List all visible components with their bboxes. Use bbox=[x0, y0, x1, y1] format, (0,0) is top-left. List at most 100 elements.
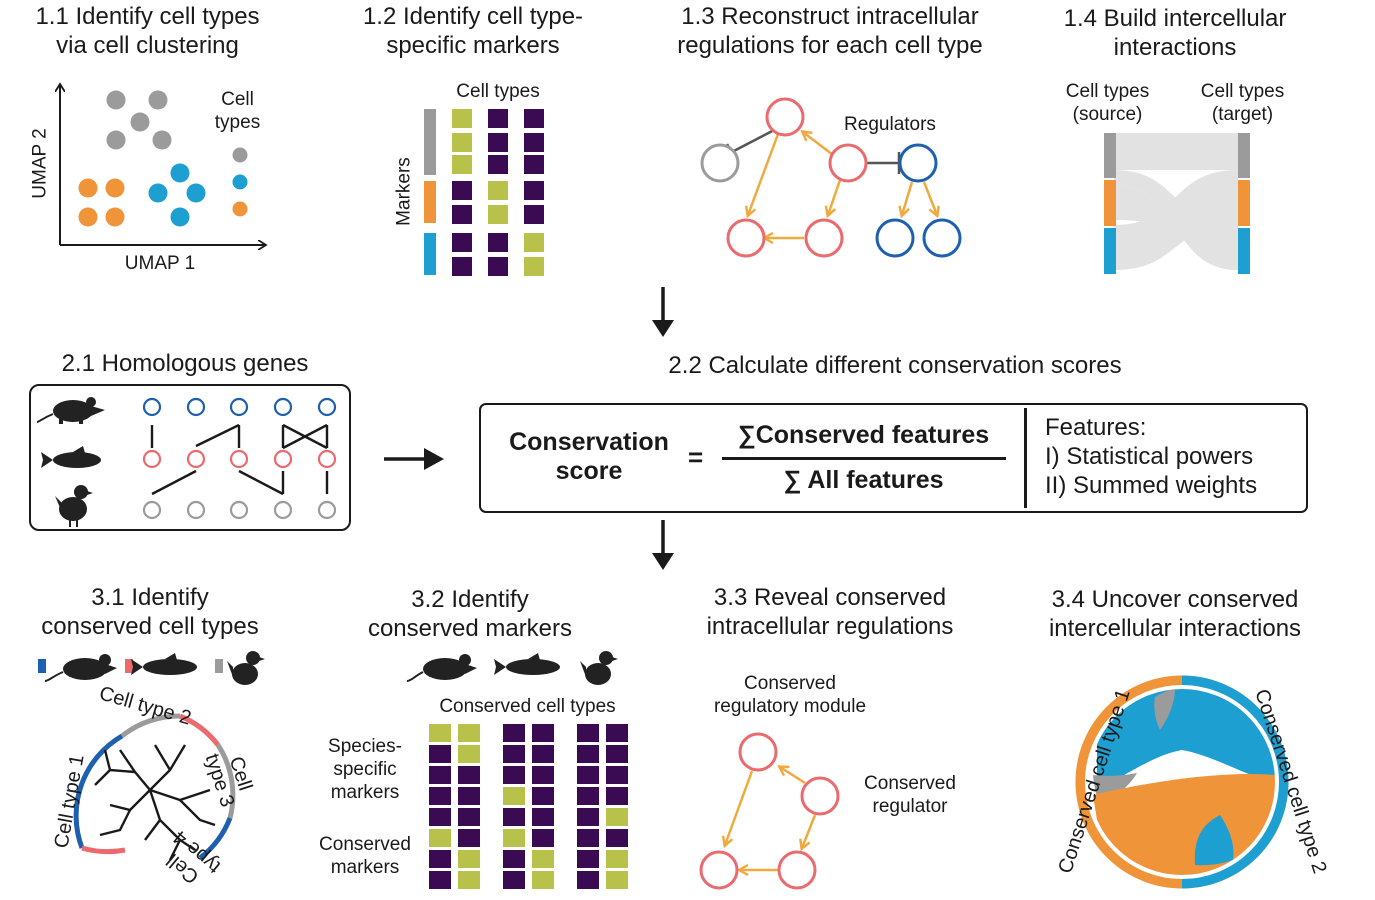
marker-cell bbox=[452, 205, 472, 224]
conserved-marker-cell bbox=[458, 724, 480, 742]
marker-cell bbox=[524, 109, 544, 128]
phylogenetic-tree bbox=[73, 713, 236, 861]
marker-cell bbox=[452, 257, 472, 276]
score-divider bbox=[1024, 408, 1027, 508]
conserved-marker-cell bbox=[532, 829, 554, 847]
marker-grid bbox=[424, 109, 544, 276]
title-2-1: 2.1 Homologous genes bbox=[61, 350, 309, 377]
title-3-4: 3.4 Uncover conserved intercellular inte… bbox=[1048, 586, 1302, 642]
homologous-genes-box bbox=[29, 384, 351, 531]
conserved-marker-cell bbox=[429, 829, 451, 847]
chicken-icon bbox=[55, 485, 93, 527]
conserved-marker-cell bbox=[458, 787, 480, 805]
marker-cell bbox=[452, 133, 472, 152]
conserved-marker-cell bbox=[532, 871, 554, 889]
conserved-marker-cell bbox=[577, 829, 599, 847]
marker-cell bbox=[524, 257, 544, 276]
marker-cell bbox=[452, 155, 472, 174]
marker-cell bbox=[488, 181, 508, 200]
conserved-cell-types-label: Conserved cell types bbox=[439, 696, 616, 717]
conserved-marker-cell bbox=[503, 724, 525, 742]
conserved-marker-cell bbox=[503, 871, 525, 889]
conserved-marker-cell bbox=[458, 829, 480, 847]
conserved-marker-cell bbox=[429, 871, 451, 889]
conserved-marker-cell bbox=[577, 850, 599, 868]
source-label: Cell types (source) bbox=[1065, 81, 1150, 125]
marker-grid-col-label: Cell types bbox=[456, 81, 540, 102]
conserved-marker-cell bbox=[532, 745, 554, 763]
blue-cluster bbox=[148, 163, 206, 227]
down-arrow-bottom bbox=[652, 520, 674, 570]
conserved-marker-cell bbox=[532, 808, 554, 826]
fraction-denominator: ∑ All features bbox=[783, 466, 944, 494]
conserved-marker-cell bbox=[606, 787, 628, 805]
down-arrow-top bbox=[652, 287, 674, 337]
conserved-marker-cell bbox=[606, 745, 628, 763]
conserved-marker-cell bbox=[532, 766, 554, 784]
conserved-marker-cell bbox=[532, 724, 554, 742]
target-label: Cell types (target) bbox=[1200, 81, 1285, 125]
conserved-marker-cell bbox=[429, 850, 451, 868]
umap-plot bbox=[20, 80, 280, 280]
conserved-regulator-label: Conserved regulator bbox=[864, 773, 956, 817]
species-row-3-1 bbox=[38, 651, 265, 685]
equals-sign: = bbox=[688, 442, 704, 472]
chord-diagram bbox=[1075, 675, 1289, 889]
conserved-marker-cell bbox=[503, 808, 525, 826]
marker-cell bbox=[524, 181, 544, 200]
homologous-genes-graph bbox=[36, 397, 337, 527]
title-1-4: 1.4 Build intercellular interactions bbox=[1063, 5, 1287, 61]
conserved-marker-cell bbox=[606, 808, 628, 826]
title-1-3: 1.3 Reconstruct intracellular regulation… bbox=[677, 3, 983, 59]
marker-cell bbox=[524, 233, 544, 252]
features-title: Features: bbox=[1045, 414, 1147, 441]
conservation-score-box bbox=[479, 403, 1308, 513]
regulatory-network bbox=[700, 97, 962, 258]
marker-cell bbox=[488, 133, 508, 152]
marker-cell bbox=[524, 155, 544, 174]
conserved-module-label: Conserved regulatory module bbox=[713, 673, 867, 717]
marker-cell bbox=[452, 181, 472, 200]
conserved-markers-label: Conserved markers bbox=[319, 834, 411, 878]
umap-legend-label: Cell types bbox=[214, 89, 261, 133]
conserved-marker-cell bbox=[429, 808, 451, 826]
conserved-marker-cell bbox=[577, 787, 599, 805]
marker-cell bbox=[524, 205, 544, 224]
conserved-marker-cell bbox=[577, 766, 599, 784]
conserved-marker-cell bbox=[429, 745, 451, 763]
features-list: Features: I) Statistical powers II) Summ… bbox=[1045, 413, 1257, 500]
conserved-marker-cell bbox=[606, 766, 628, 784]
marker-cell bbox=[488, 109, 508, 128]
fraction-numerator: ∑Conserved features bbox=[737, 421, 990, 449]
conserved-module-network bbox=[699, 732, 840, 890]
title-3-2: 3.2 Identify conserved markers bbox=[367, 586, 573, 642]
regulators-label: Regulators bbox=[844, 114, 936, 135]
conserved-marker-cell bbox=[458, 766, 480, 784]
title-3-3: 3.3 Reveal conserved intracellular regul… bbox=[706, 584, 954, 640]
conserved-marker-cell bbox=[458, 871, 480, 889]
sankey-diagram bbox=[1104, 133, 1250, 274]
title-1-2: 1.2 Identify cell type- specific markers bbox=[362, 3, 584, 59]
marker-cell bbox=[488, 205, 508, 224]
conserved-marker-cell bbox=[606, 724, 628, 742]
conserved-marker-cell bbox=[429, 724, 451, 742]
umap-x-label: UMAP 1 bbox=[124, 253, 196, 274]
conserved-marker-cell bbox=[503, 850, 525, 868]
marker-cell bbox=[524, 133, 544, 152]
conserved-marker-cell bbox=[577, 808, 599, 826]
conserved-marker-cell bbox=[532, 787, 554, 805]
cell-type-legend-dots bbox=[232, 147, 248, 217]
conserved-marker-cell bbox=[532, 850, 554, 868]
conserved-marker-cell bbox=[458, 808, 480, 826]
umap-y-label: UMAP 2 bbox=[29, 128, 51, 199]
conserved-marker-cell bbox=[577, 871, 599, 889]
feature-summed-weights: II) Summed weights bbox=[1045, 472, 1258, 499]
conserved-marker-cell bbox=[577, 745, 599, 763]
gray-cluster bbox=[106, 90, 172, 150]
conserved-marker-cell bbox=[429, 766, 451, 784]
title-1-1: 1.1 Identify cell types via cell cluster… bbox=[35, 3, 260, 59]
marker-cell bbox=[452, 109, 472, 128]
right-arrow bbox=[384, 448, 444, 470]
mouse-icon bbox=[36, 397, 105, 424]
conserved-marker-cell bbox=[606, 871, 628, 889]
